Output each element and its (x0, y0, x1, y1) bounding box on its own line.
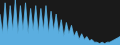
plot-area (0, 0, 120, 45)
chart-container (0, 0, 120, 45)
area-fill (0, 0, 120, 45)
chart (0, 0, 120, 45)
area-line (0, 0, 120, 44)
